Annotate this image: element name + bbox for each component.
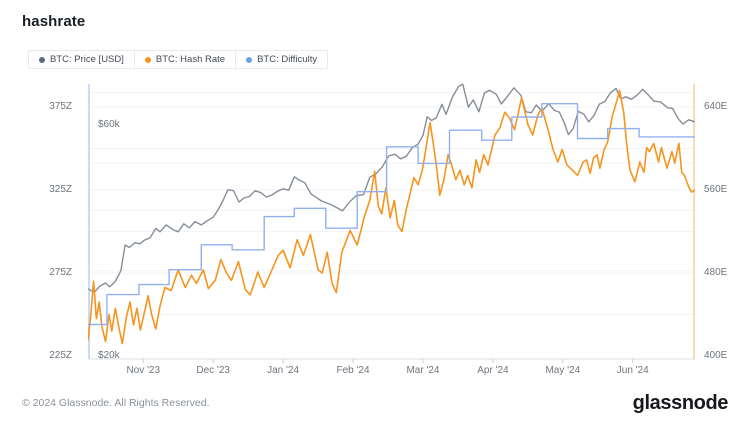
chart-legend: BTC: Price [USD] BTC: Hash Rate BTC: Dif…: [28, 50, 329, 69]
page-title: hashrate: [22, 13, 86, 30]
legend-item-btc-price[interactable]: BTC: Price [USD]: [29, 51, 134, 68]
copyright-text: © 2024 Glassnode. All Rights Reserved.: [22, 397, 210, 409]
series-line-hashrate: [88, 89, 695, 345]
series-line-price: [88, 83, 695, 293]
difficulty-series-dot-icon: [246, 56, 253, 63]
legend-label-difficulty: BTC: Difficulty: [257, 54, 318, 65]
legend-item-btc-hash-rate[interactable]: BTC: Hash Rate: [133, 51, 235, 68]
legend-item-btc-difficulty[interactable]: BTC: Difficulty: [235, 51, 327, 68]
glassnode-logo: glassnode: [632, 392, 729, 414]
price-series-dot-icon: [39, 56, 45, 63]
legend-label-price: BTC: Price [USD]: [50, 54, 124, 65]
legend-label-hashrate: BTC: Hash Rate: [155, 54, 226, 65]
hashrate-series-dot-icon: [144, 56, 151, 63]
series-line-difficulty: [88, 103, 695, 326]
